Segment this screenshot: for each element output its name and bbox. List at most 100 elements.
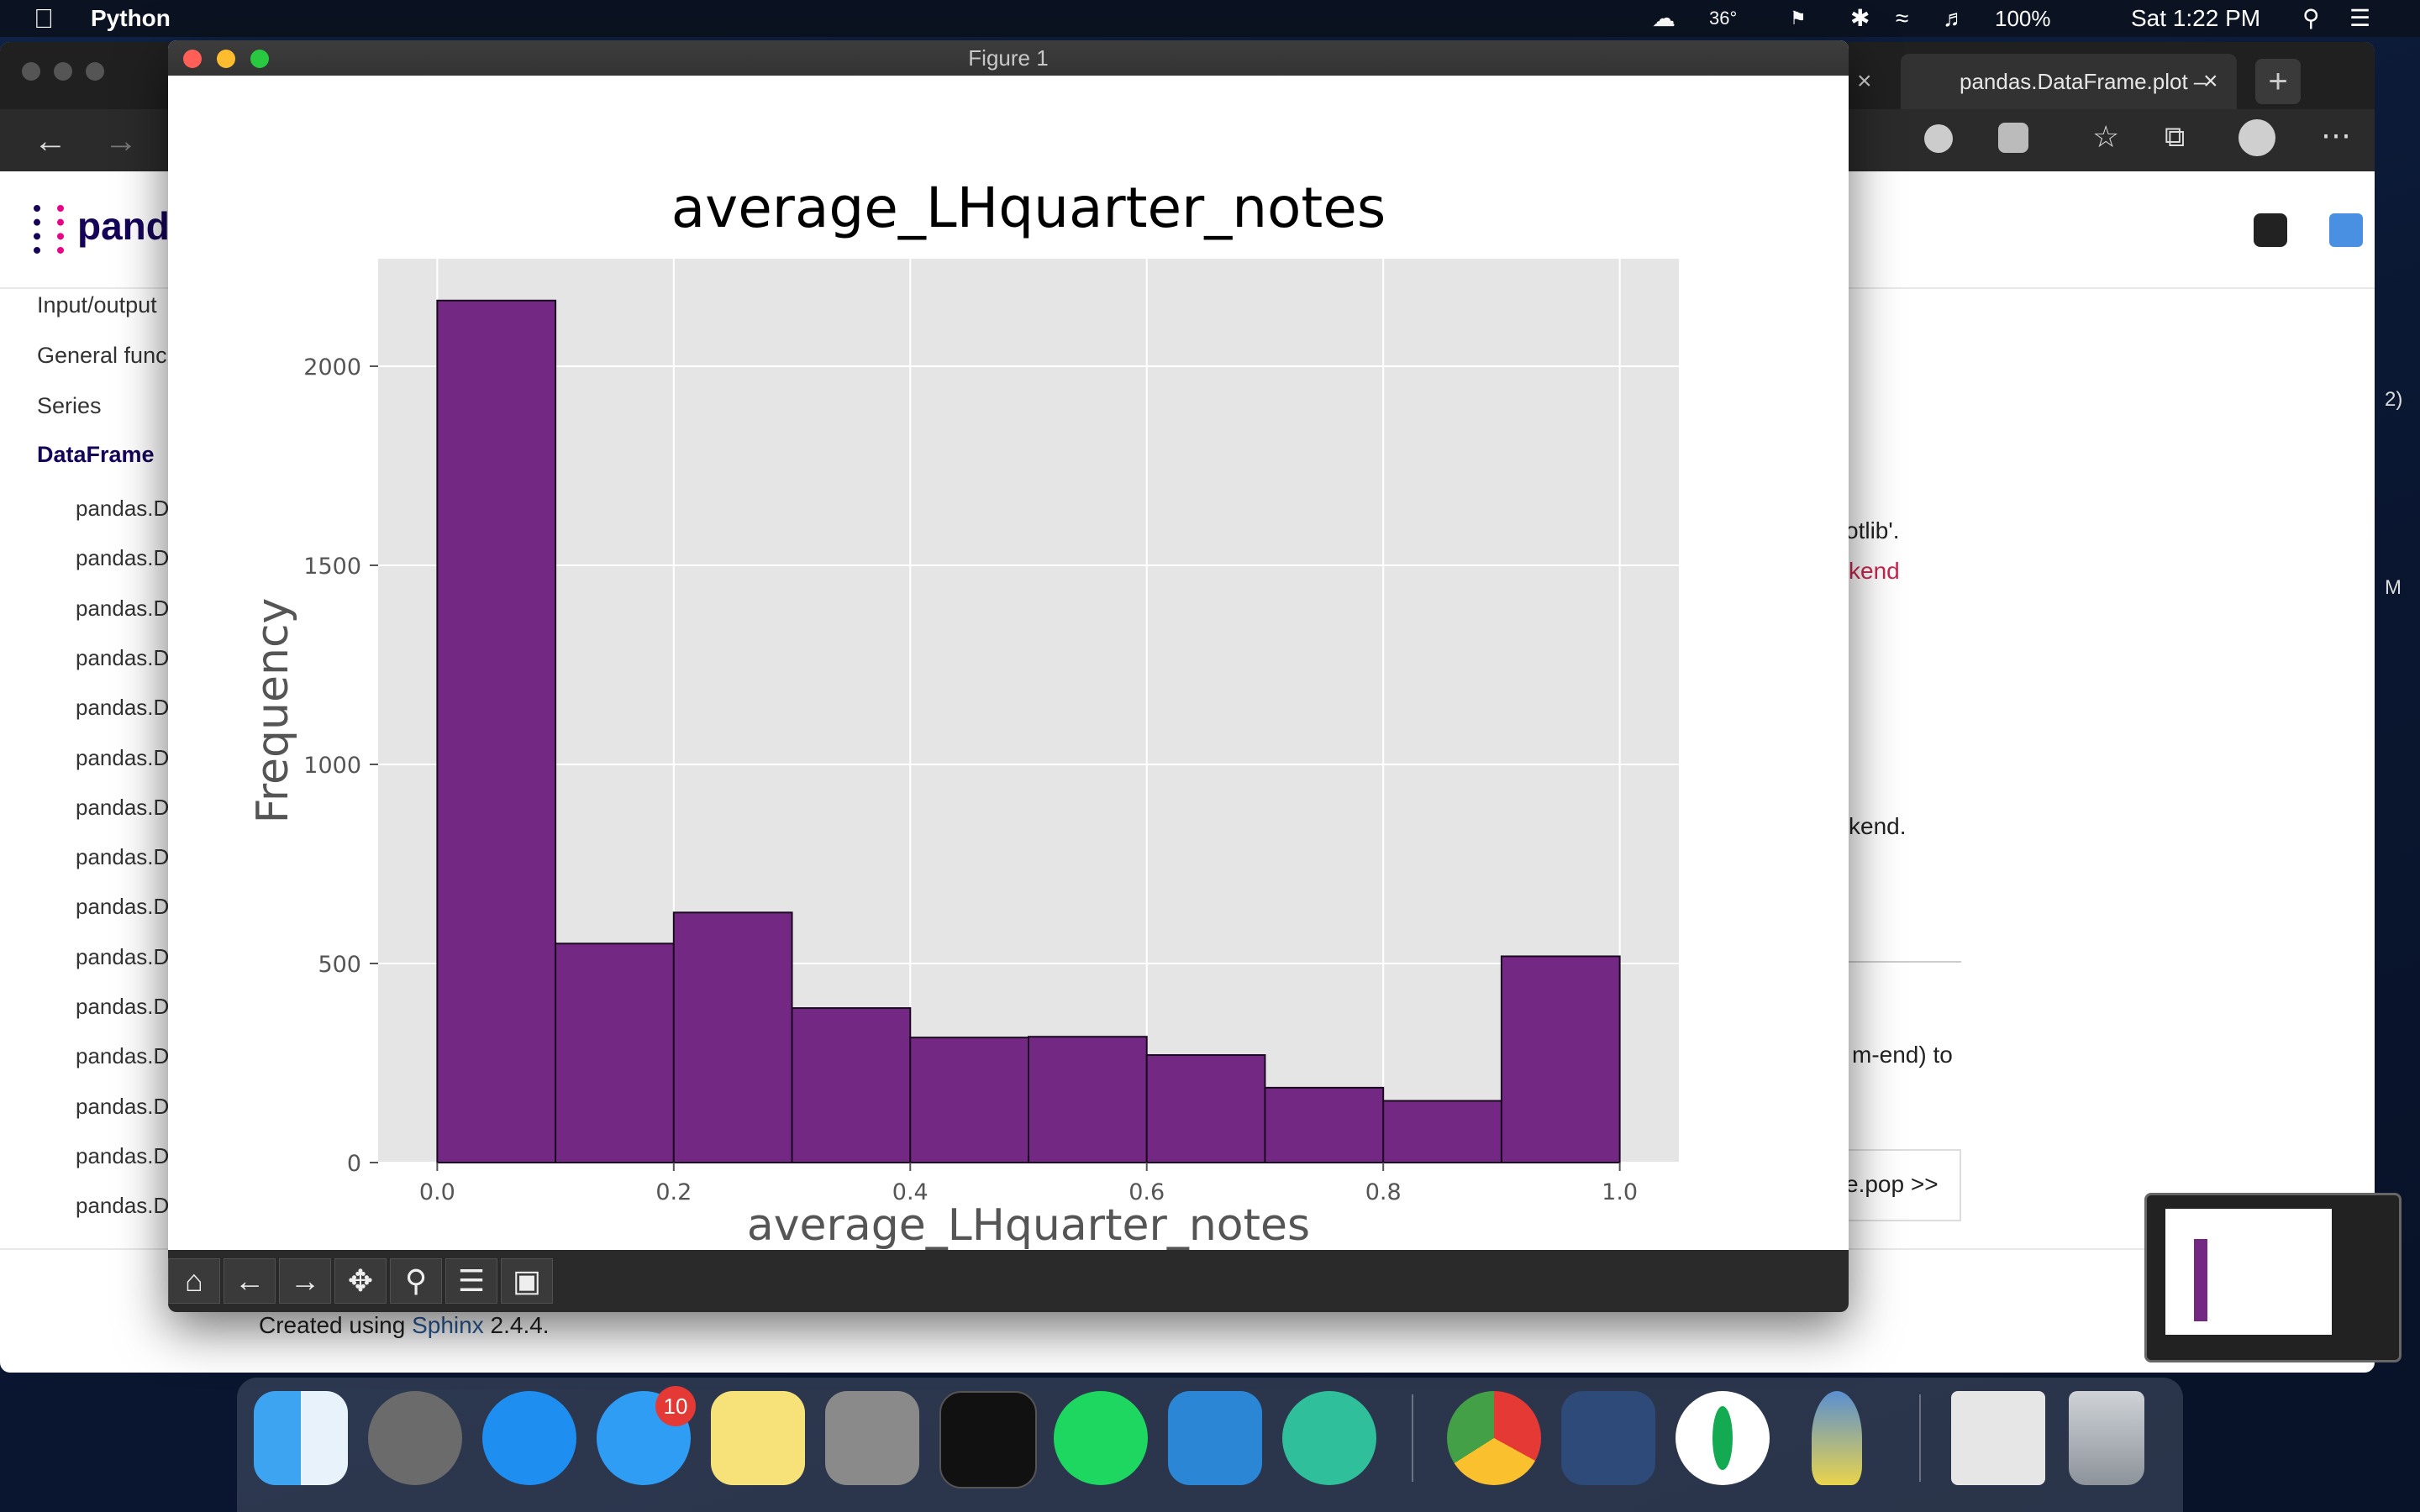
sidebar-sub-item[interactable]: pandas.D xyxy=(76,943,170,969)
edge-text-2: M xyxy=(2385,576,2402,599)
chrome-icon[interactable] xyxy=(1447,1391,1541,1485)
doc-text-fragment-2: kend. xyxy=(1849,813,1907,839)
footer-text: Created using Sphinx 2.4.4. xyxy=(259,1312,550,1339)
doc-link-fragment[interactable]: kend xyxy=(1849,558,1900,584)
new-tab-button[interactable]: + xyxy=(2255,59,2301,104)
back-arrow-icon[interactable]: ← xyxy=(34,123,67,160)
sidebar-sub-item[interactable]: pandas.D xyxy=(76,496,170,521)
clock[interactable]: Sat 1:22 PM xyxy=(2131,5,2261,31)
weather-label[interactable]: 36° xyxy=(1709,8,1738,29)
control-center-icon[interactable]: ☰ xyxy=(2349,5,2371,31)
sidebar-sub-item[interactable]: pandas.D xyxy=(76,1043,170,1069)
extension-icon-2[interactable] xyxy=(1998,123,2028,153)
divider xyxy=(1849,961,1961,963)
sidebar-item-dataframe[interactable]: DataFrame xyxy=(37,442,155,467)
notes-icon[interactable] xyxy=(711,1391,805,1485)
finder-icon[interactable] xyxy=(254,1391,348,1485)
save-icon[interactable]: ▣ xyxy=(501,1258,553,1304)
edge-icon[interactable] xyxy=(1282,1391,1376,1485)
edge-text: 2) xyxy=(2385,388,2403,411)
pandas-logo-icon[interactable] xyxy=(34,205,64,254)
next-page-label: e.pop >> xyxy=(1845,1171,1939,1197)
messages-icon[interactable]: 10 xyxy=(597,1386,696,1485)
sidebar-sub-item[interactable]: pandas.D xyxy=(76,994,170,1019)
flag-icon[interactable]: ⚑ xyxy=(1790,8,1807,29)
forward-icon[interactable]: → xyxy=(279,1258,331,1304)
sidebar-sub-item[interactable]: pandas.D xyxy=(76,794,170,820)
github-icon[interactable] xyxy=(2254,213,2287,247)
sidebar-item-series[interactable]: Series xyxy=(37,393,102,418)
subplots-config-icon[interactable]: ☰ xyxy=(445,1258,497,1304)
home-icon[interactable]: ⌂ xyxy=(168,1258,220,1304)
profile-avatar[interactable] xyxy=(2238,119,2275,156)
sidebar-sub-item[interactable]: pandas.D xyxy=(76,844,170,870)
tab-close-icon[interactable]: × xyxy=(2203,67,2218,95)
app-name[interactable]: Python xyxy=(91,5,171,31)
bluetooth-icon[interactable]: ✱ xyxy=(1850,5,1870,31)
sidebar-item-general-functions[interactable]: General func xyxy=(37,343,167,368)
sidebar-sub-item[interactable]: pandas.D xyxy=(76,894,170,920)
extension-icon[interactable] xyxy=(1924,124,1953,153)
figure-window: Figure 1 0.0 0.2 0.4 0.6 0.8 1.0 0 500 1000 1500 2… xyxy=(168,40,1849,1312)
sidebar-sub-item[interactable]: pandas.D xyxy=(76,644,170,670)
sidebar-sub-item[interactable]: pandas.D xyxy=(76,744,170,770)
zoom-icon[interactable]: ⚲ xyxy=(390,1258,442,1304)
tab-pandas-dataframe-plot[interactable]: pandas.DataFrame.plot – × xyxy=(1901,54,2237,109)
more-menu-icon[interactable]: ⋯ xyxy=(2321,118,2351,152)
sidebar-item-input-output[interactable]: Input/output xyxy=(37,292,157,318)
system-preferences-icon[interactable] xyxy=(825,1391,919,1485)
zoom-button[interactable] xyxy=(250,50,269,68)
vscode-icon[interactable] xyxy=(1168,1391,1262,1485)
zoom-dot-icon[interactable] xyxy=(86,62,104,81)
pan-icon[interactable]: ✥ xyxy=(334,1258,387,1304)
twitter-icon[interactable] xyxy=(2329,213,2363,247)
volume-icon[interactable]: ♬ xyxy=(1943,5,1966,31)
sidebar-sub-item[interactable]: pandas.D xyxy=(76,695,170,721)
minimize-dot-icon[interactable] xyxy=(54,62,72,81)
close-dot-icon[interactable] xyxy=(22,62,40,81)
sidebar-sub-item[interactable]: pandas.D xyxy=(76,1142,170,1168)
wifi-icon[interactable]: ≈ xyxy=(1896,5,1909,31)
collections-icon[interactable]: ⧉ xyxy=(2165,121,2186,153)
y-axis-label: Frequency xyxy=(248,598,298,824)
minimize-button[interactable] xyxy=(217,50,235,68)
spotlight-search-icon[interactable]: ⚲ xyxy=(2302,5,2320,31)
forward-arrow-icon[interactable]: → xyxy=(104,123,138,160)
mongodb-leaf-icon xyxy=(1712,1406,1733,1470)
figure-titlebar: Figure 1 xyxy=(168,40,1849,76)
trash-icon[interactable] xyxy=(2069,1391,2144,1485)
terminal-icon[interactable] xyxy=(939,1391,1037,1488)
python-launcher-icon[interactable] xyxy=(1812,1391,1862,1485)
dock-divider-2 xyxy=(1919,1394,1921,1482)
histogram-bar xyxy=(436,299,557,1164)
x-tick-label: 0.6 xyxy=(1128,1179,1165,1205)
spotify-icon[interactable] xyxy=(1054,1391,1148,1485)
close-button[interactable] xyxy=(183,50,202,68)
doc-text-fragment-3: m-end) to xyxy=(1852,1042,1953,1068)
histogram-bar xyxy=(1500,955,1621,1163)
back-icon[interactable]: ← xyxy=(224,1258,276,1304)
thumbnail-figure xyxy=(2165,1209,2332,1335)
sidebar-sub-item[interactable]: pandas.D xyxy=(76,1193,170,1219)
histogram-bar xyxy=(1028,1036,1148,1164)
safari-icon[interactable] xyxy=(482,1391,576,1485)
recent-window-icon[interactable] xyxy=(1951,1391,2045,1485)
mongodb-compass-icon[interactable] xyxy=(1676,1391,1770,1485)
tab-title: pandas.DataFrame.plot – xyxy=(1960,69,2207,94)
sidebar-sub-item[interactable]: pandas.D xyxy=(76,545,170,571)
sphinx-link[interactable]: Sphinx xyxy=(412,1312,484,1338)
histogram-bar xyxy=(1264,1086,1385,1164)
apple-icon[interactable]:  xyxy=(34,5,54,32)
battery-label[interactable]: 100% xyxy=(1995,6,2051,31)
screenshot-thumbnail[interactable] xyxy=(2144,1193,2402,1362)
mysql-workbench-icon[interactable] xyxy=(1561,1391,1655,1485)
histogram-bar xyxy=(672,911,793,1163)
favorites-icon[interactable]: ☆ xyxy=(2092,119,2120,154)
launchpad-icon[interactable] xyxy=(368,1391,462,1485)
next-page-button[interactable]: e.pop >> xyxy=(1840,1149,1961,1221)
sidebar-sub-item[interactable]: pandas.D xyxy=(76,1093,170,1119)
creative-cloud-icon[interactable]: ☁ xyxy=(1652,5,1676,31)
sidebar-sub-item[interactable]: pandas.D xyxy=(76,595,170,621)
pandas-logo-text[interactable]: pand xyxy=(77,204,170,248)
tab-close-icon-prev[interactable]: × xyxy=(1857,67,1872,95)
